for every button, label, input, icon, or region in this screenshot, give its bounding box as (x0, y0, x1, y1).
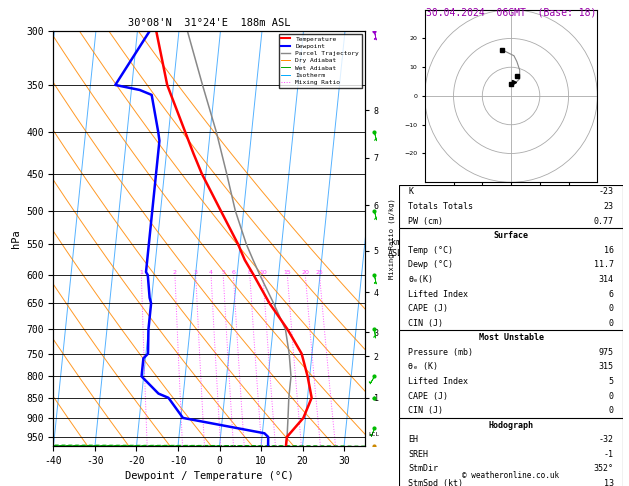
Text: 0: 0 (609, 406, 614, 415)
Text: 5: 5 (221, 270, 225, 275)
Text: 5: 5 (609, 377, 614, 386)
Text: 1: 1 (140, 270, 143, 275)
Text: Dewp (°C): Dewp (°C) (408, 260, 454, 269)
Text: Totals Totals: Totals Totals (408, 202, 474, 211)
Text: Hodograph: Hodograph (489, 421, 533, 430)
Text: 975: 975 (599, 348, 614, 357)
Text: PW (cm): PW (cm) (408, 217, 443, 226)
Text: 30.04.2024  06GMT  (Base: 18): 30.04.2024 06GMT (Base: 18) (426, 7, 596, 17)
FancyBboxPatch shape (399, 228, 623, 330)
X-axis label: Dewpoint / Temperature (°C): Dewpoint / Temperature (°C) (125, 471, 294, 482)
Text: 11.7: 11.7 (594, 260, 614, 269)
Text: 20: 20 (301, 270, 309, 275)
Text: 23: 23 (604, 202, 614, 211)
FancyBboxPatch shape (399, 185, 623, 228)
Text: CIN (J): CIN (J) (408, 406, 443, 415)
Text: EH: EH (408, 435, 418, 444)
Text: 10: 10 (259, 270, 267, 275)
Y-axis label: km
ASL: km ASL (388, 239, 403, 258)
Text: 6: 6 (231, 270, 235, 275)
Title: 30°08'N  31°24'E  188m ASL: 30°08'N 31°24'E 188m ASL (128, 18, 291, 29)
Text: Mixing Ratio (g/kg): Mixing Ratio (g/kg) (388, 198, 395, 279)
Text: 315: 315 (599, 363, 614, 371)
Text: 0.77: 0.77 (594, 217, 614, 226)
Text: K: K (408, 188, 413, 196)
X-axis label: kt: kt (507, 200, 515, 207)
Text: LCL: LCL (369, 432, 380, 437)
Text: 6: 6 (609, 290, 614, 298)
Text: CAPE (J): CAPE (J) (408, 304, 448, 313)
Text: Most Unstable: Most Unstable (479, 333, 543, 342)
Text: Pressure (mb): Pressure (mb) (408, 348, 474, 357)
Y-axis label: hPa: hPa (11, 229, 21, 248)
FancyBboxPatch shape (399, 418, 623, 486)
Text: 352°: 352° (594, 465, 614, 473)
Text: 0: 0 (609, 392, 614, 400)
Text: 0: 0 (609, 319, 614, 328)
Text: 314: 314 (599, 275, 614, 284)
Text: © weatheronline.co.uk: © weatheronline.co.uk (462, 471, 560, 480)
Text: Lifted Index: Lifted Index (408, 290, 469, 298)
Text: Temp (°C): Temp (°C) (408, 246, 454, 255)
Text: 13: 13 (604, 479, 614, 486)
Text: Lifted Index: Lifted Index (408, 377, 469, 386)
Text: θₑ(K): θₑ(K) (408, 275, 433, 284)
Text: 2: 2 (173, 270, 177, 275)
Text: Surface: Surface (494, 231, 528, 240)
Text: CAPE (J): CAPE (J) (408, 392, 448, 400)
Text: 16: 16 (604, 246, 614, 255)
Text: -1: -1 (604, 450, 614, 459)
Text: 0: 0 (609, 304, 614, 313)
Text: -32: -32 (599, 435, 614, 444)
FancyBboxPatch shape (399, 330, 623, 418)
Legend: Temperature, Dewpoint, Parcel Trajectory, Dry Adiabat, Wet Adiabat, Isotherm, Mi: Temperature, Dewpoint, Parcel Trajectory… (279, 34, 362, 87)
Text: θₑ (K): θₑ (K) (408, 363, 438, 371)
Text: StmDir: StmDir (408, 465, 438, 473)
Text: 4: 4 (209, 270, 213, 275)
Text: 8: 8 (248, 270, 252, 275)
Text: 3: 3 (194, 270, 198, 275)
Text: -23: -23 (599, 188, 614, 196)
Text: 25: 25 (316, 270, 323, 275)
Text: CIN (J): CIN (J) (408, 319, 443, 328)
Text: StmSpd (kt): StmSpd (kt) (408, 479, 464, 486)
Text: 15: 15 (284, 270, 291, 275)
Text: SREH: SREH (408, 450, 428, 459)
